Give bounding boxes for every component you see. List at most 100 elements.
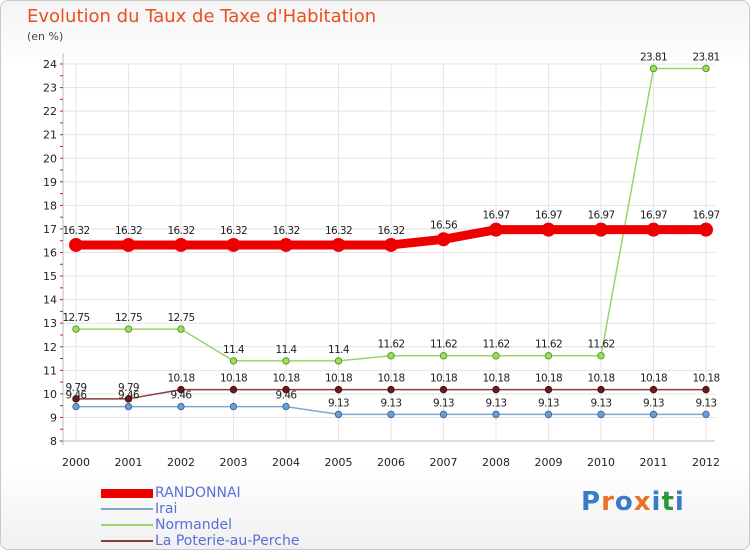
data-point bbox=[649, 385, 658, 394]
data-point bbox=[72, 395, 80, 403]
data-point bbox=[649, 64, 658, 73]
y-tick-label: 12 bbox=[43, 341, 57, 354]
y-tick-label: 22 bbox=[43, 105, 57, 118]
data-label: 9.46 bbox=[276, 390, 298, 402]
data-label: 11.62 bbox=[587, 339, 614, 351]
data-point bbox=[177, 402, 185, 411]
data-point bbox=[334, 410, 343, 419]
data-label: 9.13 bbox=[328, 397, 349, 409]
x-tick-label: 2011 bbox=[640, 456, 668, 469]
legend-label: RANDONNAI bbox=[155, 485, 241, 501]
x-tick-label: 2006 bbox=[377, 456, 405, 469]
data-point bbox=[229, 385, 238, 394]
data-label: 10.18 bbox=[587, 373, 614, 385]
data-point bbox=[541, 222, 556, 237]
data-label: 10.18 bbox=[377, 373, 404, 385]
data-label: 10.18 bbox=[482, 373, 509, 385]
data-point bbox=[439, 352, 448, 360]
data-point bbox=[649, 410, 658, 419]
logo-letter: P bbox=[581, 487, 602, 517]
proxiti-logo: Proxiti bbox=[581, 487, 685, 517]
logo-letter: r bbox=[601, 487, 615, 517]
data-point bbox=[331, 237, 346, 252]
x-tick-label: 2002 bbox=[167, 456, 195, 469]
data-point bbox=[282, 402, 290, 411]
data-label: 9.13 bbox=[433, 397, 454, 409]
data-point bbox=[489, 222, 503, 237]
y-tick-label: 15 bbox=[43, 270, 57, 283]
logo-letter: i bbox=[651, 487, 662, 517]
data-point bbox=[439, 385, 448, 394]
legend-swatch bbox=[101, 524, 153, 526]
x-tick-label: 2005 bbox=[325, 456, 353, 469]
data-point bbox=[69, 237, 83, 252]
data-point bbox=[544, 385, 553, 394]
data-point bbox=[124, 395, 133, 403]
data-point bbox=[597, 352, 605, 360]
data-point bbox=[702, 385, 710, 394]
legend-label: Irai bbox=[155, 501, 178, 517]
data-point bbox=[436, 232, 451, 247]
x-tick-label: 2003 bbox=[220, 456, 248, 469]
data-point bbox=[387, 410, 395, 419]
legend-swatch bbox=[101, 540, 153, 542]
data-point bbox=[177, 325, 185, 333]
data-label: 9.13 bbox=[591, 397, 612, 409]
data-point bbox=[124, 402, 133, 411]
data-label: 16.97 bbox=[587, 210, 614, 222]
data-label: 9.46 bbox=[66, 390, 88, 402]
data-point bbox=[597, 385, 605, 394]
data-point bbox=[229, 402, 238, 411]
y-tick-label: 8 bbox=[50, 435, 57, 448]
data-point bbox=[282, 385, 290, 394]
data-label: 10.18 bbox=[692, 373, 719, 385]
data-label: 12.75 bbox=[62, 312, 89, 324]
x-tick-label: 2012 bbox=[692, 456, 720, 469]
data-label: 10.18 bbox=[167, 373, 194, 385]
data-point bbox=[387, 385, 395, 394]
y-tick-label: 16 bbox=[43, 247, 57, 260]
x-tick-label: 2000 bbox=[62, 456, 90, 469]
data-point bbox=[334, 357, 343, 365]
legend-label: La Poterie-au-Perche bbox=[155, 533, 300, 549]
data-point bbox=[121, 237, 136, 252]
data-label: 11.62 bbox=[535, 339, 562, 351]
data-point bbox=[124, 325, 133, 333]
data-label: 9.13 bbox=[643, 397, 664, 409]
x-tick-label: 2007 bbox=[430, 456, 458, 469]
data-label: 10.18 bbox=[535, 373, 562, 385]
data-label: 16.32 bbox=[377, 225, 404, 237]
data-label: 12.75 bbox=[167, 312, 194, 324]
data-point bbox=[174, 237, 188, 252]
data-point bbox=[544, 352, 553, 360]
y-tick-label: 9 bbox=[50, 411, 57, 424]
data-label: 9.79 bbox=[66, 382, 87, 394]
data-label: 10.18 bbox=[430, 373, 457, 385]
data-point bbox=[699, 222, 713, 237]
data-point bbox=[334, 385, 343, 394]
y-tick-label: 18 bbox=[43, 199, 57, 212]
data-point bbox=[229, 357, 238, 365]
data-label: 9.13 bbox=[381, 397, 402, 409]
data-label: 23.81 bbox=[692, 51, 719, 63]
data-label: 16.32 bbox=[272, 225, 299, 237]
data-point bbox=[492, 385, 500, 394]
data-point bbox=[439, 410, 448, 419]
x-tick-label: 2008 bbox=[482, 456, 510, 469]
data-label: 10.18 bbox=[325, 373, 352, 385]
y-tick-label: 14 bbox=[43, 294, 57, 307]
data-label: 9.46 bbox=[118, 390, 140, 402]
x-tick-label: 2009 bbox=[535, 456, 563, 469]
data-label: 16.32 bbox=[115, 225, 142, 237]
data-label: 10.18 bbox=[220, 373, 247, 385]
data-point bbox=[544, 410, 553, 419]
data-label: 9.79 bbox=[118, 382, 139, 394]
data-point bbox=[226, 237, 241, 252]
data-label: 16.97 bbox=[640, 210, 667, 222]
y-tick-label: 21 bbox=[43, 129, 57, 142]
data-point bbox=[387, 352, 395, 360]
data-point bbox=[492, 410, 500, 419]
logo-letter: t bbox=[661, 487, 675, 517]
